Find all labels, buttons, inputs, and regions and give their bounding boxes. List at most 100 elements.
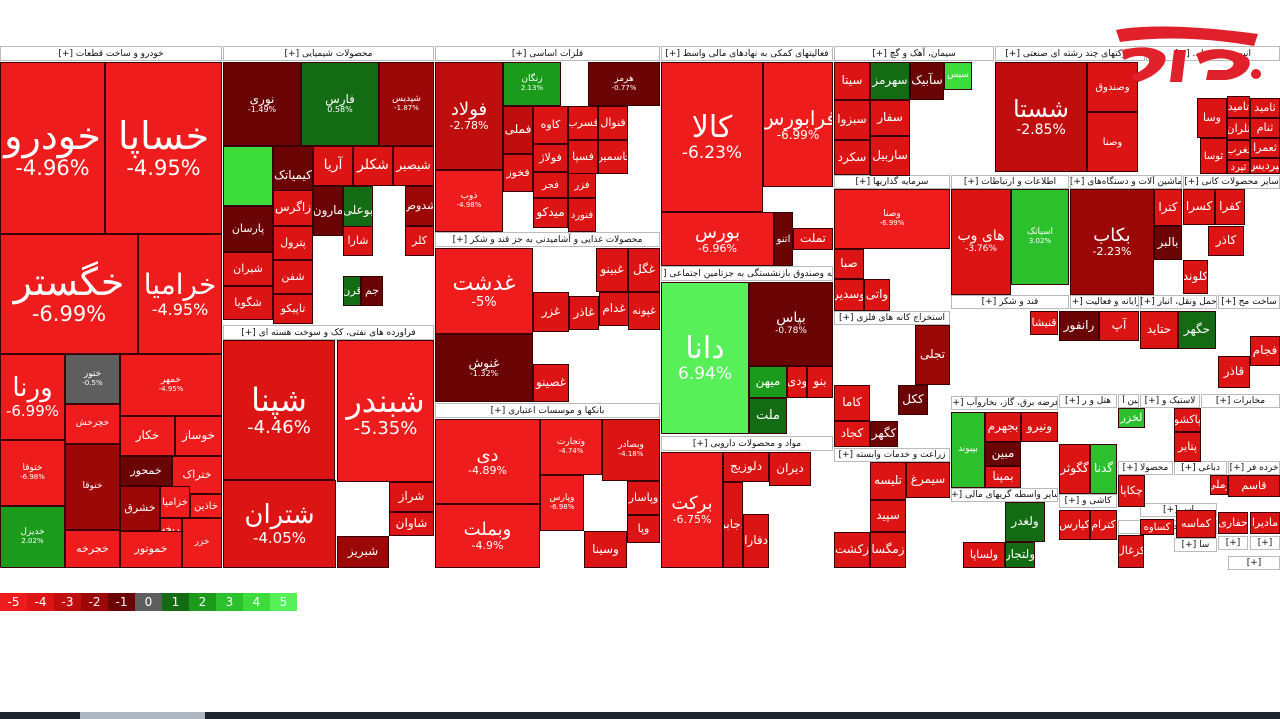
stock-tile[interactable]: غنوش -1.32%	[435, 334, 533, 402]
stock-tile[interactable]: قرن	[343, 276, 361, 306]
stock-tile[interactable]: زکشت	[834, 532, 870, 568]
stock-tile[interactable]: خودرو -4.96%	[0, 62, 105, 234]
stock-tile[interactable]: خزر	[182, 518, 222, 568]
stock-tile[interactable]: ونیرو	[1021, 412, 1058, 442]
stock-tile[interactable]: بالبر	[1154, 226, 1182, 260]
stock-tile[interactable]: دیران	[769, 452, 811, 486]
stock-tile[interactable]: شگویا	[223, 286, 273, 320]
sector-header[interactable]: [+]	[1228, 556, 1280, 570]
stock-tile[interactable]: فنورد	[568, 198, 596, 232]
stock-tile[interactable]: دی -4.89%	[435, 419, 540, 504]
stock-tile[interactable]: دانا 6.94%	[661, 282, 749, 434]
stock-tile[interactable]: ذوب -4.98%	[435, 170, 503, 232]
sector-header[interactable]: عرضه برق، گاز، بخاروآب [+]	[951, 396, 1058, 410]
stock-tile[interactable]: شیصیر	[393, 146, 434, 186]
stock-tile[interactable]: غگل	[628, 248, 660, 292]
stock-tile[interactable]: شپدیس -1.87%	[379, 62, 434, 146]
stock-tile[interactable]: سبزوا	[834, 100, 870, 140]
stock-tile[interactable]: وسا	[1197, 98, 1227, 138]
stock-tile[interactable]: خجرخه	[65, 530, 120, 568]
stock-tile[interactable]: خمحور	[120, 456, 172, 486]
sector-header[interactable]: زراعت و خدمات وابسته [+]	[834, 448, 950, 462]
stock-tile[interactable]: خدیزل 2.02%	[0, 506, 65, 568]
sector-header[interactable]: فلزات اساسی [+]	[435, 46, 660, 61]
stock-tile[interactable]: تملت	[793, 228, 833, 250]
sector-header[interactable]: ماشین آلات و دستگاه‌های [+]	[1070, 175, 1182, 189]
stock-tile[interactable]: ختراک	[172, 456, 222, 494]
sector-header[interactable]: رایانه و فعالیت [+]	[1070, 295, 1139, 309]
sector-header[interactable]: [+]	[1250, 536, 1280, 550]
stock-tile[interactable]: ثعمرا	[1250, 138, 1280, 158]
stock-tile[interactable]: کیارس	[1059, 510, 1090, 540]
stock-tile[interactable]: سیس	[944, 62, 972, 90]
stock-tile[interactable]: صبا	[834, 249, 864, 279]
stock-tile[interactable]: کترام	[1090, 510, 1117, 540]
stock-tile[interactable]: کاوه	[533, 106, 568, 144]
stock-tile[interactable]: ولساپا	[963, 542, 1005, 568]
stock-tile[interactable]: شبندر -5.35%	[337, 340, 434, 482]
stock-tile[interactable]: ختوقا	[65, 444, 120, 530]
sector-header[interactable]: بیمه وصندوق بازنشستگی به جزتامین اجتماعی…	[661, 266, 833, 281]
stock-tile[interactable]: خچرخش	[65, 404, 120, 444]
stock-tile[interactable]: شراز	[389, 482, 434, 512]
sector-header[interactable]: سا [+]	[1174, 538, 1217, 552]
sector-header[interactable]: لاستیک و [+]	[1140, 394, 1200, 408]
stock-tile[interactable]: خموتور	[120, 531, 182, 568]
stock-tile[interactable]: فجام	[1250, 336, 1280, 366]
stock-tile[interactable]: شتران -4.05%	[223, 480, 336, 568]
stock-tile[interactable]: ورنا -6.99%	[0, 354, 65, 440]
stock-tile[interactable]: شپنا -4.46%	[223, 340, 335, 480]
stock-tile[interactable]: خاذین	[190, 494, 222, 518]
stock-tile[interactable]: قاسم	[1228, 475, 1280, 497]
stock-tile[interactable]: قنیشا	[1030, 311, 1058, 335]
sector-header[interactable]: دباغی [+]	[1174, 461, 1227, 475]
stock-tile[interactable]: کالا -6.23%	[661, 62, 763, 212]
stock-tile[interactable]: غدشت -5%	[435, 248, 533, 334]
stock-tile[interactable]: واتی	[864, 279, 890, 311]
stock-tile[interactable]: تجلی	[915, 325, 950, 385]
stock-tile[interactable]: شاوان	[389, 512, 434, 536]
stock-tile[interactable]: بمپنا	[985, 466, 1021, 488]
stock-tile[interactable]: وپارس -6.98%	[540, 475, 584, 531]
stock-tile[interactable]: وبملت -4.9%	[435, 504, 540, 568]
stock-tile[interactable]: شیران	[223, 252, 273, 286]
stock-tile[interactable]: سیتا	[834, 62, 870, 100]
stock-tile[interactable]: مبین	[985, 442, 1021, 466]
stock-tile[interactable]: پترول	[273, 226, 313, 260]
stock-tile[interactable]: دجابر	[723, 482, 743, 568]
stock-tile[interactable]: کزغال	[1118, 535, 1144, 568]
stock-tile[interactable]: بپیوند	[951, 412, 985, 488]
stock-tile[interactable]: بجهرم	[985, 412, 1021, 442]
stock-tile[interactable]: زمگسا	[870, 532, 906, 568]
stock-tile[interactable]: ککل	[898, 385, 928, 415]
stock-tile[interactable]: غصینو	[533, 364, 569, 402]
sector-header[interactable]: اطلاعات و ارتباطات [+]	[951, 175, 1069, 189]
stock-tile[interactable]: غدام	[599, 292, 629, 326]
stock-tile[interactable]: غاذر	[569, 296, 599, 330]
sector-header[interactable]: سرمایه گذاریها [+]	[834, 175, 950, 189]
stock-tile[interactable]: های وب -3.76%	[951, 189, 1011, 295]
stock-tile[interactable]: تلران	[1227, 118, 1250, 140]
stock-tile[interactable]: ثپردیس	[1250, 158, 1280, 174]
stock-tile[interactable]: کلوند	[1183, 260, 1208, 294]
stock-tile[interactable]: بکاب -2.23%	[1070, 189, 1154, 295]
sector-header[interactable]: قند و شکر [+]	[951, 295, 1069, 309]
stock-tile[interactable]: خشرق	[120, 486, 160, 531]
stock-tile[interactable]: میهن	[749, 366, 787, 398]
sector-header[interactable]: ماشین آ [+]	[1118, 394, 1139, 408]
stock-tile[interactable]: کسرا	[1183, 189, 1215, 225]
stock-tile[interactable]: وصنا -6.99%	[834, 189, 950, 249]
stock-tile[interactable]: گگوثر	[1059, 444, 1090, 494]
stock-tile[interactable]: حتاید	[1140, 311, 1178, 349]
stock-tile[interactable]	[223, 146, 273, 206]
sector-header[interactable]: محصولات غذایی و آشامیدنی به جز قند و شکر…	[435, 232, 660, 247]
sector-header[interactable]: فراورده های نفتی، کک و سوخت هسته ای [+]	[223, 325, 434, 340]
stock-tile[interactable]: آریا	[313, 146, 353, 186]
stock-tile[interactable]: بپاس -0.78%	[749, 282, 833, 366]
stock-tile[interactable]: کفرا	[1215, 189, 1245, 225]
stock-tile[interactable]: وملي	[1210, 475, 1228, 495]
stock-tile[interactable]: وپاسار	[627, 481, 660, 515]
stock-tile[interactable]: تامید	[1227, 96, 1250, 118]
stock-tile[interactable]: کجاد	[834, 421, 870, 447]
stock-tile[interactable]: وسدیر	[834, 279, 864, 311]
